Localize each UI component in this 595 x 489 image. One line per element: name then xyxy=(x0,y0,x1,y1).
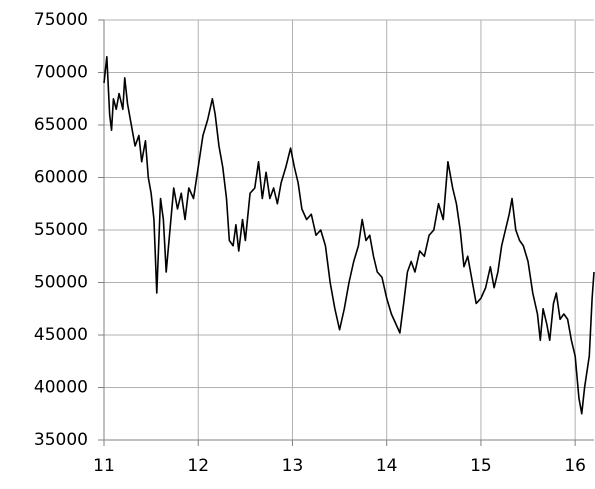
y-tick-label: 35000 xyxy=(34,430,88,450)
y-tick-label: 50000 xyxy=(34,273,88,293)
y-tick-label: 65000 xyxy=(34,115,88,135)
y-tick-label: 40000 xyxy=(34,378,88,398)
y-tick-label: 75000 xyxy=(34,10,88,30)
x-tick-label: 16 xyxy=(564,456,586,476)
x-tick-label: 11 xyxy=(93,456,115,476)
x-tick-label: 15 xyxy=(470,456,492,476)
x-tick-label: 14 xyxy=(376,456,398,476)
x-tick-label: 12 xyxy=(187,456,209,476)
y-tick-label: 60000 xyxy=(34,168,88,188)
y-tick-label: 55000 xyxy=(34,220,88,240)
x-tick-label: 13 xyxy=(282,456,304,476)
y-tick-label: 45000 xyxy=(34,325,88,345)
y-tick-label: 70000 xyxy=(34,63,88,83)
line xyxy=(103,55,595,415)
